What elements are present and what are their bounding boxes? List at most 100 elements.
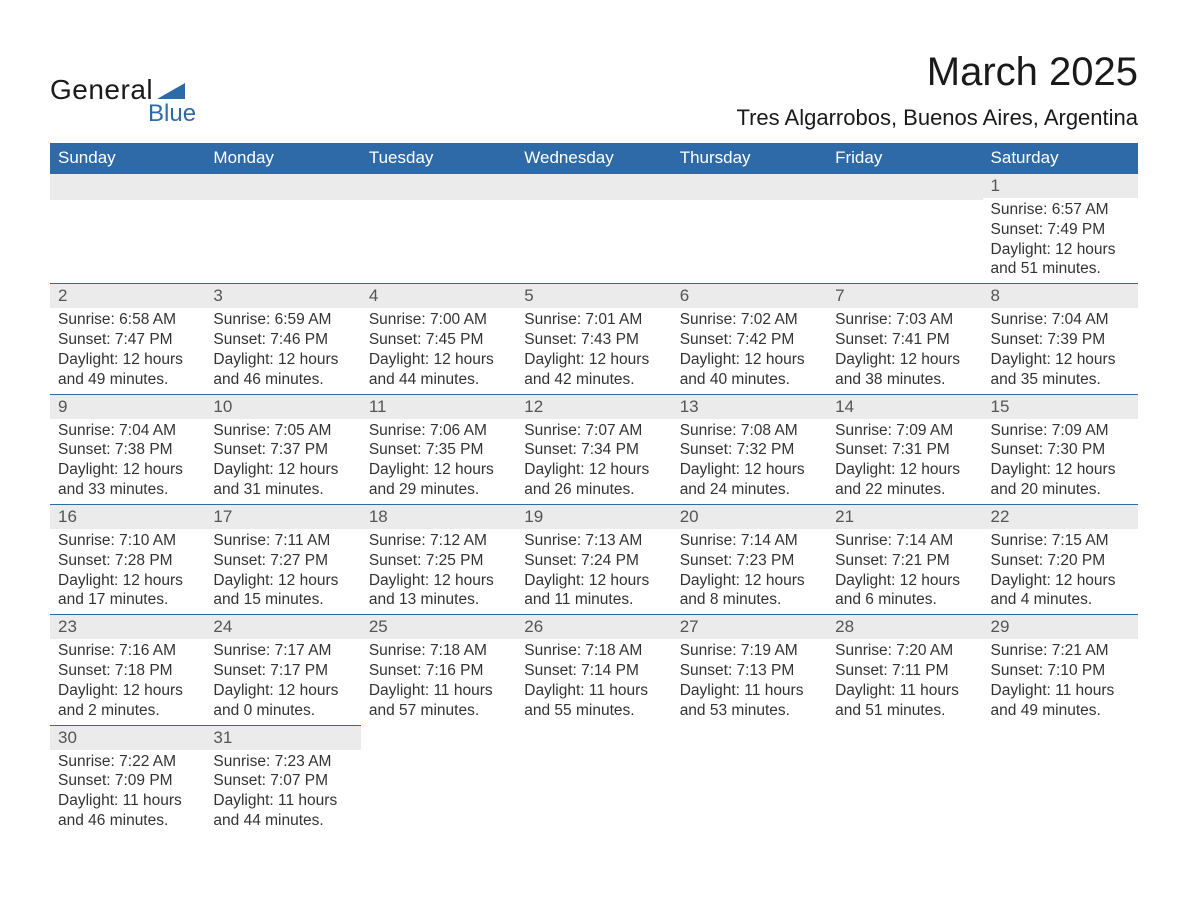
day-number: 4 <box>361 284 516 308</box>
col-sunday: Sunday <box>50 143 205 174</box>
col-tuesday: Tuesday <box>361 143 516 174</box>
daylight-line: Daylight: 12 hours and 24 minutes. <box>680 460 819 500</box>
calendar-cell: 6Sunrise: 7:02 AMSunset: 7:42 PMDaylight… <box>672 284 827 394</box>
sunset-line: Sunset: 7:18 PM <box>58 661 197 681</box>
day-details: Sunrise: 7:19 AMSunset: 7:13 PMDaylight:… <box>672 639 827 724</box>
calendar-cell: 27Sunrise: 7:19 AMSunset: 7:13 PMDayligh… <box>672 615 827 725</box>
daylight-line: Daylight: 12 hours and 15 minutes. <box>213 571 352 611</box>
day-details: Sunrise: 7:10 AMSunset: 7:28 PMDaylight:… <box>50 529 205 614</box>
day-number: 8 <box>983 284 1138 308</box>
daylight-line: Daylight: 12 hours and 13 minutes. <box>369 571 508 611</box>
daylight-line: Daylight: 11 hours and 51 minutes. <box>835 681 974 721</box>
calendar-cell <box>361 174 516 284</box>
daylight-line: Daylight: 12 hours and 35 minutes. <box>991 350 1130 390</box>
day-details: Sunrise: 7:09 AMSunset: 7:31 PMDaylight:… <box>827 419 982 504</box>
sunrise-line: Sunrise: 7:13 AM <box>524 531 663 551</box>
day-details <box>672 200 827 280</box>
day-details: Sunrise: 7:11 AMSunset: 7:27 PMDaylight:… <box>205 529 360 614</box>
sunrise-line: Sunrise: 7:19 AM <box>680 641 819 661</box>
daylight-line: Daylight: 12 hours and 46 minutes. <box>213 350 352 390</box>
day-number: 14 <box>827 395 982 419</box>
day-number: 3 <box>205 284 360 308</box>
day-number: 22 <box>983 505 1138 529</box>
calendar-cell: 8Sunrise: 7:04 AMSunset: 7:39 PMDaylight… <box>983 284 1138 394</box>
sunset-line: Sunset: 7:34 PM <box>524 440 663 460</box>
day-number <box>672 174 827 200</box>
sunrise-line: Sunrise: 7:04 AM <box>991 310 1130 330</box>
logo-text-general: General <box>50 74 153 106</box>
sunset-line: Sunset: 7:39 PM <box>991 330 1130 350</box>
day-details: Sunrise: 6:59 AMSunset: 7:46 PMDaylight:… <box>205 308 360 393</box>
sunrise-line: Sunrise: 7:07 AM <box>524 421 663 441</box>
day-number: 26 <box>516 615 671 639</box>
calendar-week-row: 1Sunrise: 6:57 AMSunset: 7:49 PMDaylight… <box>50 174 1138 284</box>
day-details: Sunrise: 7:17 AMSunset: 7:17 PMDaylight:… <box>205 639 360 724</box>
col-monday: Monday <box>205 143 360 174</box>
calendar-cell: 20Sunrise: 7:14 AMSunset: 7:23 PMDayligh… <box>672 504 827 614</box>
sunrise-line: Sunrise: 7:21 AM <box>991 641 1130 661</box>
day-number <box>827 174 982 200</box>
calendar-week-row: 2Sunrise: 6:58 AMSunset: 7:47 PMDaylight… <box>50 284 1138 394</box>
sunset-line: Sunset: 7:41 PM <box>835 330 974 350</box>
day-number <box>516 174 671 200</box>
day-number: 5 <box>516 284 671 308</box>
calendar-table: Sunday Monday Tuesday Wednesday Thursday… <box>50 143 1138 835</box>
day-number: 7 <box>827 284 982 308</box>
month-title: March 2025 <box>736 50 1138 95</box>
calendar-cell: 7Sunrise: 7:03 AMSunset: 7:41 PMDaylight… <box>827 284 982 394</box>
sunrise-line: Sunrise: 7:08 AM <box>680 421 819 441</box>
day-details: Sunrise: 6:57 AMSunset: 7:49 PMDaylight:… <box>983 198 1138 283</box>
day-number: 31 <box>205 726 360 750</box>
sunset-line: Sunset: 7:14 PM <box>524 661 663 681</box>
col-friday: Friday <box>827 143 982 174</box>
calendar-week-row: 16Sunrise: 7:10 AMSunset: 7:28 PMDayligh… <box>50 504 1138 614</box>
calendar-cell: 23Sunrise: 7:16 AMSunset: 7:18 PMDayligh… <box>50 615 205 725</box>
sunset-line: Sunset: 7:17 PM <box>213 661 352 681</box>
calendar-cell: 22Sunrise: 7:15 AMSunset: 7:20 PMDayligh… <box>983 504 1138 614</box>
day-number: 13 <box>672 395 827 419</box>
sunrise-line: Sunrise: 7:01 AM <box>524 310 663 330</box>
calendar-cell: 14Sunrise: 7:09 AMSunset: 7:31 PMDayligh… <box>827 394 982 504</box>
daylight-line: Daylight: 12 hours and 20 minutes. <box>991 460 1130 500</box>
calendar-cell: 26Sunrise: 7:18 AMSunset: 7:14 PMDayligh… <box>516 615 671 725</box>
sunset-line: Sunset: 7:20 PM <box>991 551 1130 571</box>
calendar-cell: 21Sunrise: 7:14 AMSunset: 7:21 PMDayligh… <box>827 504 982 614</box>
day-number: 18 <box>361 505 516 529</box>
sunrise-line: Sunrise: 7:23 AM <box>213 752 352 772</box>
day-details: Sunrise: 7:03 AMSunset: 7:41 PMDaylight:… <box>827 308 982 393</box>
calendar-cell <box>827 174 982 284</box>
sunrise-line: Sunrise: 7:15 AM <box>991 531 1130 551</box>
calendar-cell <box>516 725 671 835</box>
day-number: 9 <box>50 395 205 419</box>
calendar-week-row: 30Sunrise: 7:22 AMSunset: 7:09 PMDayligh… <box>50 725 1138 835</box>
calendar-cell: 16Sunrise: 7:10 AMSunset: 7:28 PMDayligh… <box>50 504 205 614</box>
logo-text-blue: Blue <box>148 100 196 128</box>
sunset-line: Sunset: 7:07 PM <box>213 771 352 791</box>
day-details: Sunrise: 7:18 AMSunset: 7:14 PMDaylight:… <box>516 639 671 724</box>
daylight-line: Daylight: 12 hours and 22 minutes. <box>835 460 974 500</box>
sunrise-line: Sunrise: 7:06 AM <box>369 421 508 441</box>
logo: General Blue <box>50 74 196 128</box>
col-wednesday: Wednesday <box>516 143 671 174</box>
day-details: Sunrise: 7:02 AMSunset: 7:42 PMDaylight:… <box>672 308 827 393</box>
calendar-cell: 4Sunrise: 7:00 AMSunset: 7:45 PMDaylight… <box>361 284 516 394</box>
day-number: 2 <box>50 284 205 308</box>
daylight-line: Daylight: 12 hours and 6 minutes. <box>835 571 974 611</box>
daylight-line: Daylight: 12 hours and 29 minutes. <box>369 460 508 500</box>
sunset-line: Sunset: 7:43 PM <box>524 330 663 350</box>
day-number: 29 <box>983 615 1138 639</box>
day-details: Sunrise: 7:09 AMSunset: 7:30 PMDaylight:… <box>983 419 1138 504</box>
calendar-cell: 15Sunrise: 7:09 AMSunset: 7:30 PMDayligh… <box>983 394 1138 504</box>
sunset-line: Sunset: 7:38 PM <box>58 440 197 460</box>
calendar-cell <box>50 174 205 284</box>
sunrise-line: Sunrise: 7:16 AM <box>58 641 197 661</box>
sunset-line: Sunset: 7:31 PM <box>835 440 974 460</box>
day-number: 28 <box>827 615 982 639</box>
calendar-cell: 31Sunrise: 7:23 AMSunset: 7:07 PMDayligh… <box>205 725 360 835</box>
sunset-line: Sunset: 7:45 PM <box>369 330 508 350</box>
sunrise-line: Sunrise: 7:17 AM <box>213 641 352 661</box>
sunrise-line: Sunrise: 6:58 AM <box>58 310 197 330</box>
sunrise-line: Sunrise: 7:00 AM <box>369 310 508 330</box>
day-details: Sunrise: 7:15 AMSunset: 7:20 PMDaylight:… <box>983 529 1138 614</box>
calendar-body: 1Sunrise: 6:57 AMSunset: 7:49 PMDaylight… <box>50 174 1138 835</box>
